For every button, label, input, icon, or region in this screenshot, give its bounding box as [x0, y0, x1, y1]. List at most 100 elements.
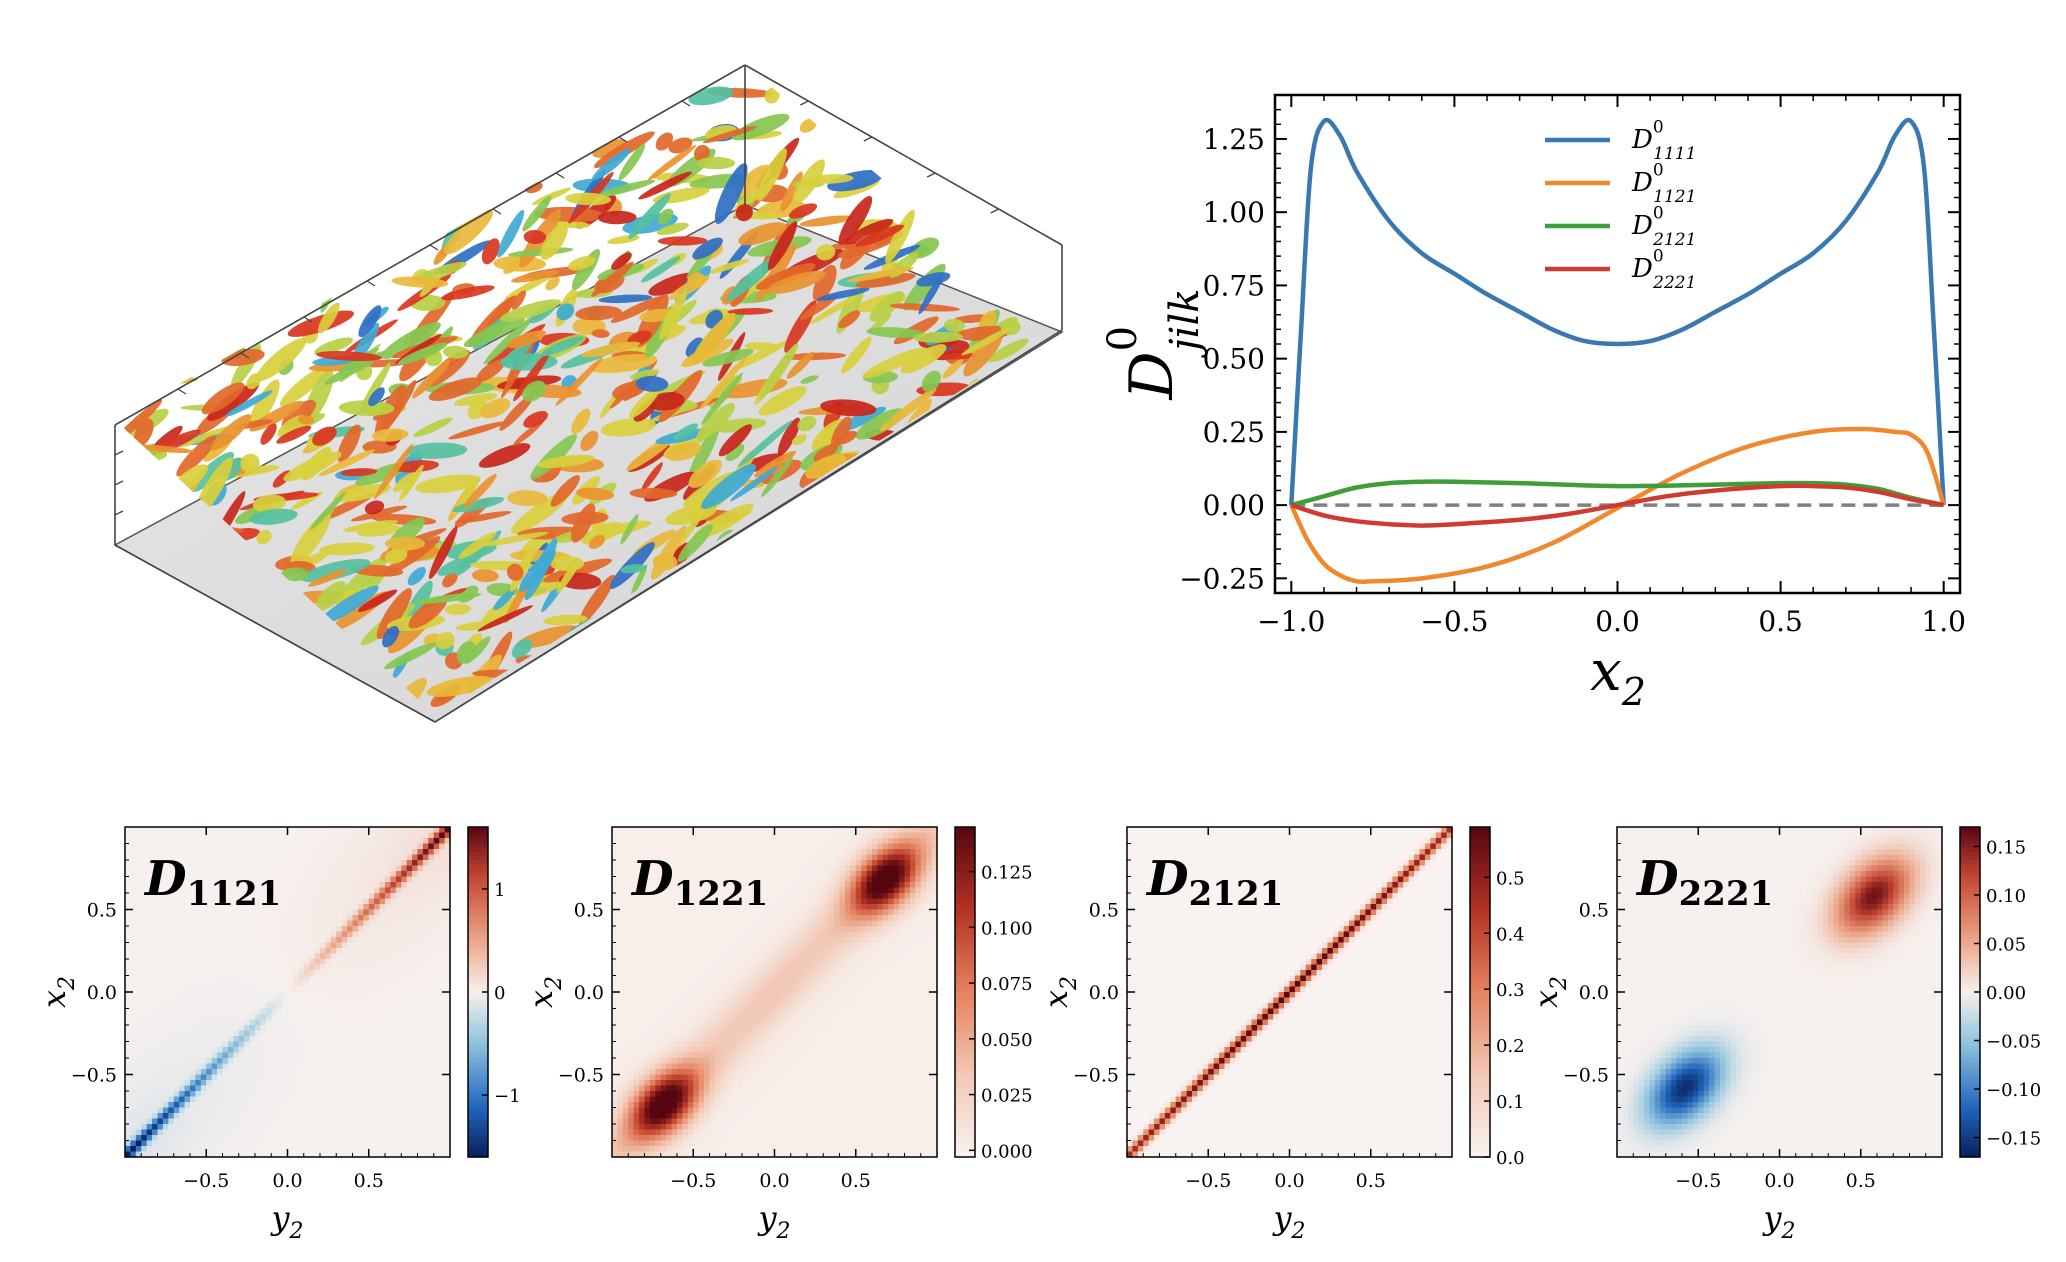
heatmap-cell: [298, 959, 305, 966]
heatmap-cell: [363, 849, 370, 856]
heatmap-cell: [249, 849, 256, 856]
heatmap-cell: [433, 1151, 440, 1158]
heatmap-cell: [422, 882, 429, 889]
heatmap-cell: [401, 1063, 408, 1070]
heatmap-cell: [336, 920, 343, 927]
heatmap-cell: [385, 860, 392, 867]
heatmap-cell: [368, 997, 375, 1004]
heatmap-cell: [320, 986, 327, 993]
heatmap-cell: [222, 1107, 229, 1114]
colorbar-segment: [468, 880, 488, 886]
heatmap-cell: [379, 1135, 386, 1142]
x-tick-label: 1.0: [1921, 605, 1966, 638]
heatmap-cell: [130, 1074, 137, 1081]
heatmap-cell: [282, 1003, 289, 1010]
heatmap-cell: [390, 992, 397, 999]
heatmap-cell: [390, 893, 397, 900]
heatmap-cell: [238, 986, 245, 993]
vortex-blob: [565, 192, 612, 206]
vortex-blob: [444, 603, 471, 615]
heatmap-cell: [141, 1091, 148, 1098]
heatmap-cell: [406, 893, 413, 900]
heatmap-cell: [173, 1124, 180, 1131]
heatmap-cell: [309, 1036, 316, 1043]
heatmap-cell: [314, 1030, 321, 1037]
heatmap-cell: [173, 1096, 180, 1103]
heatmap-cell: [287, 920, 294, 927]
heatmap-cell: [422, 1129, 429, 1136]
heatmap-cell: [276, 1107, 283, 1114]
heatmap-cell: [374, 981, 381, 988]
heatmap-cell: [395, 1096, 402, 1103]
heatmap-cell: [379, 827, 386, 834]
heatmap-cell: [385, 1036, 392, 1043]
heatmap-cell: [244, 893, 251, 900]
vortex-blob: [374, 443, 414, 500]
heatmap-cell: [395, 893, 402, 900]
heatmap-cell: [406, 909, 413, 916]
heatmap-cell: [135, 843, 142, 850]
heatmap-cell: [141, 981, 148, 988]
heatmap-cell: [200, 849, 207, 856]
heatmap-cell: [320, 975, 327, 982]
heatmap-cell: [217, 997, 224, 1004]
heatmap-cell: [173, 1091, 180, 1098]
heatmap-cell: [265, 887, 272, 894]
heatmap-cell: [612, 937, 619, 944]
heatmap-cell: [157, 1019, 164, 1026]
heatmap-cell: [265, 959, 272, 966]
heatmap-cell: [314, 832, 321, 839]
heatmap-cell: [428, 1008, 435, 1015]
heatmap-cell: [217, 1058, 224, 1065]
heatmap-cell: [612, 865, 619, 872]
heatmap-cell: [406, 1151, 413, 1158]
heatmap-cell: [152, 876, 159, 883]
heatmap-cell: [309, 1118, 316, 1125]
vortex-blob: [207, 382, 260, 421]
heatmap-cell: [357, 1030, 364, 1037]
heatmap-cell: [135, 1085, 142, 1092]
heatmap-cell: [271, 1107, 278, 1114]
heatmap-cell: [146, 1036, 153, 1043]
heatmap-cell: [395, 1135, 402, 1142]
heatmap-cell: [125, 970, 132, 977]
heatmap-cell: [244, 1063, 251, 1070]
vortex-blob: [783, 352, 847, 361]
heatmap-cell: [347, 843, 354, 850]
heatmap-cell: [406, 1008, 413, 1015]
heatmap-cell: [233, 1135, 240, 1142]
heatmap-cell: [265, 1091, 272, 1098]
heatmap-cell: [374, 1096, 381, 1103]
heatmap-cell: [428, 1003, 435, 1010]
heatmap-cell: [644, 1124, 651, 1131]
heatmap-cell: [428, 942, 435, 949]
heatmap-cell: [639, 1003, 646, 1010]
heatmap-cell: [368, 942, 375, 949]
heatmap-cell: [622, 953, 629, 960]
heatmap-cell: [173, 1008, 180, 1015]
heatmap-cell: [433, 1063, 440, 1070]
heatmap-cell: [152, 953, 159, 960]
heatmap-cell: [622, 1140, 629, 1147]
vortex-blob: [816, 500, 836, 527]
heatmap-cell: [422, 948, 429, 955]
heatmap-cell: [157, 827, 164, 834]
heatmap-cell: [249, 904, 256, 911]
heatmap-cell: [320, 1030, 327, 1037]
heatmap-cell: [298, 1041, 305, 1048]
heatmap-cell: [330, 926, 337, 933]
heatmap-cell: [255, 992, 262, 999]
heatmap-cell: [357, 1008, 364, 1015]
heatmap-cell: [385, 1080, 392, 1087]
heatmap-cell: [444, 849, 451, 856]
heatmap-cell: [287, 1124, 294, 1131]
heatmap-cell: [417, 827, 424, 834]
heatmap-cell: [390, 1058, 397, 1065]
heatmap-cell: [612, 838, 619, 845]
heatmap-cell: [379, 970, 386, 977]
heatmap-cell: [217, 1025, 224, 1032]
vortex-blob: [384, 536, 425, 551]
heatmap-cell: [395, 1008, 402, 1015]
heatmap-cell: [628, 1080, 635, 1087]
heatmap-cell: [200, 942, 207, 949]
